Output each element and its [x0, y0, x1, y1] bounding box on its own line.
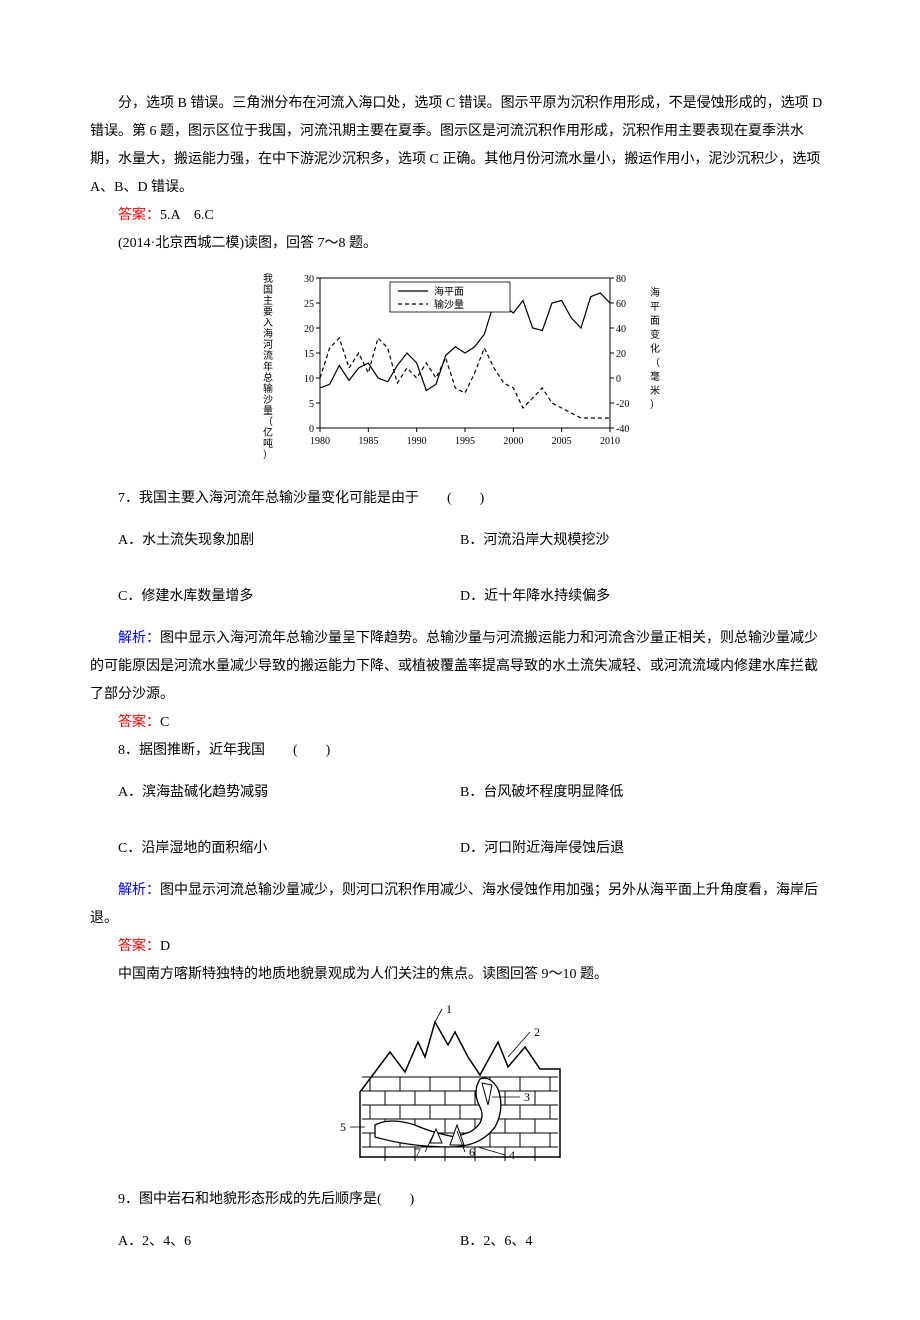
- svg-text:20: 20: [304, 324, 314, 335]
- svg-text:量: 量: [263, 405, 273, 417]
- svg-text:河: 河: [263, 339, 273, 351]
- q9-option-a: A．2、4、6: [90, 1228, 460, 1256]
- explanation-label: 解析：: [118, 883, 160, 898]
- svg-text:年: 年: [263, 360, 273, 373]
- question-source-7-8: (2014·北京西城二模)读图，回答 7～8 题。: [90, 230, 830, 258]
- svg-text:0: 0: [309, 424, 314, 435]
- karst-svg: 1 2 3 4 5 6 7: [330, 997, 590, 1167]
- paragraph-explanation-56: 分，选项 B 错误。三角洲分布在河流入海口处，选项 C 错误。图示平原为沉积作用…: [90, 90, 830, 202]
- svg-text:沙: 沙: [263, 394, 273, 406]
- svg-text:输沙量: 输沙量: [434, 298, 464, 311]
- svg-text:20: 20: [616, 349, 626, 360]
- explanation-8: 解析：图中显示河流总输沙量减少，则河口沉积作用减少、海水侵蚀作用加强；另外从海平…: [90, 877, 830, 933]
- question-9: 9．图中岩石和地貌形态形成的先后顺序是( ): [90, 1186, 830, 1214]
- svg-text:平: 平: [650, 302, 660, 313]
- svg-text:）: ）: [650, 399, 660, 411]
- svg-text:1: 1: [446, 1002, 452, 1016]
- svg-text:米: 米: [650, 384, 660, 397]
- svg-text:5: 5: [340, 1120, 346, 1134]
- svg-text:入: 入: [263, 318, 273, 329]
- svg-text:毫: 毫: [650, 370, 660, 383]
- svg-text:2000: 2000: [503, 436, 523, 447]
- svg-text:我: 我: [263, 273, 273, 285]
- svg-text:海: 海: [650, 286, 660, 299]
- explanation-text: 图中显示入海河流年总输沙量呈下降趋势。总输沙量与河流搬运能力和河流含沙量正相关，…: [90, 631, 818, 702]
- answer-label: 答案：: [118, 208, 160, 223]
- svg-text:6: 6: [469, 1145, 475, 1159]
- svg-text:输: 输: [263, 382, 273, 395]
- svg-text:25: 25: [304, 299, 314, 310]
- answer-label: 答案：: [118, 715, 160, 730]
- svg-text:总: 总: [263, 371, 273, 384]
- explanation-label: 解析：: [118, 631, 160, 646]
- svg-text:4: 4: [509, 1148, 515, 1162]
- svg-text:化: 化: [650, 342, 660, 355]
- explanation-text: 图中显示河流总输沙量减少，则河口沉积作用减少、海水侵蚀作用加强；另外从海平面上升…: [90, 883, 818, 926]
- intro-9-10: 中国南方喀斯特独特的地质地貌景观成为人们关注的焦点。读图回答 9～10 题。: [90, 961, 830, 989]
- answer-text: C: [160, 715, 169, 730]
- answer-56: 答案：5.A 6.C: [90, 202, 830, 230]
- q7-option-c: C．修建水库数量增多: [90, 583, 460, 611]
- answer-text: D: [160, 939, 170, 954]
- answer-8: 答案：D: [90, 933, 830, 961]
- svg-text:15: 15: [304, 349, 314, 360]
- q7-option-d: D．近十年降水持续偏多: [460, 583, 830, 611]
- svg-text:国: 国: [263, 284, 273, 296]
- svg-text:1985: 1985: [358, 436, 378, 447]
- svg-text:80: 80: [616, 274, 626, 285]
- svg-text:变: 变: [650, 328, 660, 341]
- svg-text:40: 40: [616, 324, 626, 335]
- svg-text:60: 60: [616, 299, 626, 310]
- q9-option-b: B．2、6、4: [460, 1228, 830, 1256]
- svg-text:-20: -20: [616, 399, 629, 410]
- svg-text:3: 3: [524, 1090, 530, 1104]
- figure-karst: 1 2 3 4 5 6 7: [90, 997, 830, 1178]
- svg-text:2005: 2005: [552, 436, 572, 447]
- svg-text:（: （: [650, 357, 660, 369]
- svg-text:7: 7: [415, 1145, 421, 1159]
- answer-text: 5.A 6.C: [160, 208, 214, 223]
- svg-text:（: （: [263, 416, 273, 428]
- svg-text:亿: 亿: [263, 426, 273, 439]
- q8-option-d: D．河口附近海岸侵蚀后退: [460, 835, 830, 863]
- svg-text:吨: 吨: [263, 437, 273, 450]
- answer-7: 答案：C: [90, 709, 830, 737]
- svg-text:-40: -40: [616, 424, 629, 435]
- question-8: 8．据图推断，近年我国 ( ): [90, 737, 830, 765]
- q8-option-a: A．滨海盐碱化趋势减弱: [90, 779, 460, 807]
- svg-text:2010: 2010: [600, 436, 620, 447]
- svg-text:10: 10: [304, 374, 314, 385]
- q8-option-c: C．沿岸湿地的面积缩小: [90, 835, 460, 863]
- chart-svg: 0 5 10 15 20 25 30 -40 -20 0 20 40 60 80 1980 1985 1990 1…: [250, 266, 670, 466]
- explanation-7: 解析：图中显示入海河流年总输沙量呈下降趋势。总输沙量与河流搬运能力和河流含沙量正…: [90, 625, 830, 709]
- svg-text:）: ）: [263, 449, 273, 461]
- svg-text:1980: 1980: [310, 436, 330, 447]
- q7-option-a: A．水土流失现象加剧: [90, 527, 460, 555]
- svg-text:海平面: 海平面: [434, 285, 464, 298]
- q8-option-b: B．台风破坏程度明显降低: [460, 779, 830, 807]
- svg-text:1995: 1995: [455, 436, 475, 447]
- q7-option-b: B．河流沿岸大规模挖沙: [460, 527, 830, 555]
- svg-text:0: 0: [616, 374, 621, 385]
- svg-text:2: 2: [534, 1025, 540, 1039]
- svg-text:30: 30: [304, 274, 314, 285]
- svg-text:要: 要: [263, 306, 273, 318]
- svg-text:5: 5: [309, 399, 314, 410]
- answer-label: 答案：: [118, 939, 160, 954]
- figure-chart-sediment: 0 5 10 15 20 25 30 -40 -20 0 20 40 60 80 1980 1985 1990 1…: [90, 266, 830, 477]
- svg-text:面: 面: [650, 316, 660, 327]
- question-7: 7．我国主要入海河流年总输沙量变化可能是由于 ( ): [90, 485, 830, 513]
- svg-text:流: 流: [263, 349, 273, 362]
- svg-text:海: 海: [263, 327, 273, 340]
- svg-text:主: 主: [263, 295, 273, 307]
- svg-text:1990: 1990: [407, 436, 427, 447]
